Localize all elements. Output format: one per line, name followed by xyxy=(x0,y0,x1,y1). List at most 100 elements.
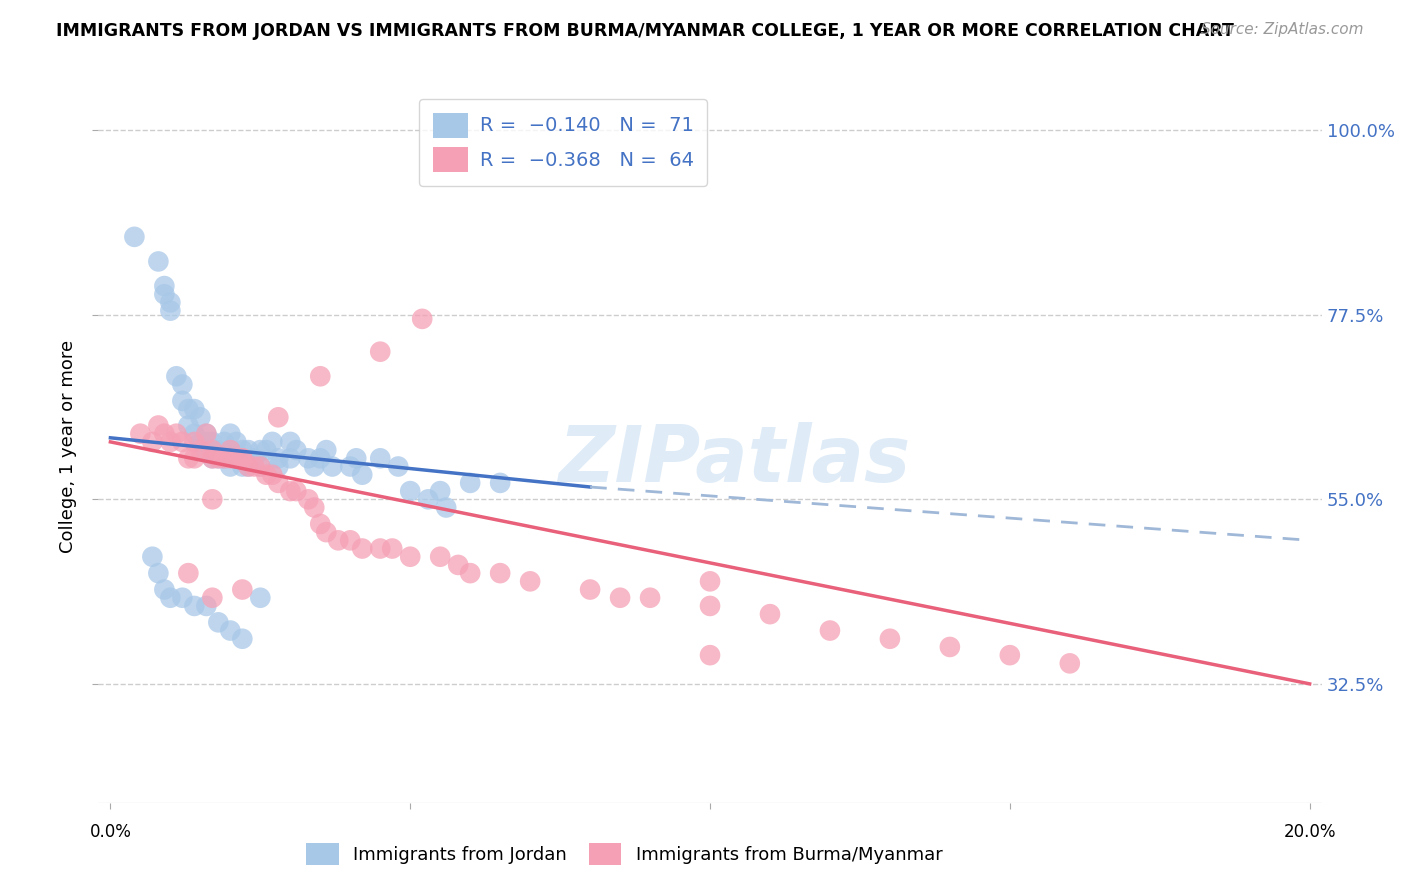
Point xyxy=(238,459,260,474)
Point xyxy=(172,377,194,392)
Point xyxy=(315,443,337,458)
Point xyxy=(159,303,181,318)
Point xyxy=(699,648,721,662)
Point xyxy=(183,426,205,441)
Point xyxy=(177,451,200,466)
Point xyxy=(183,434,205,449)
Point xyxy=(267,410,290,425)
Point xyxy=(304,459,326,474)
Point xyxy=(165,369,187,384)
Point xyxy=(278,484,301,499)
Point xyxy=(188,434,211,449)
Point xyxy=(207,451,229,466)
Point xyxy=(165,426,187,441)
Point xyxy=(339,533,361,548)
Point xyxy=(1059,657,1081,671)
Point xyxy=(153,287,176,301)
Point xyxy=(267,475,290,490)
Point xyxy=(129,426,152,441)
Point xyxy=(638,591,661,605)
Point xyxy=(153,279,176,293)
Point xyxy=(183,402,205,417)
Point xyxy=(207,451,229,466)
Text: ZIPatlas: ZIPatlas xyxy=(558,422,911,499)
Point xyxy=(214,451,236,466)
Text: Source: ZipAtlas.com: Source: ZipAtlas.com xyxy=(1201,22,1364,37)
Point xyxy=(309,451,332,466)
Point xyxy=(219,426,242,441)
Point xyxy=(201,434,224,449)
Point xyxy=(243,451,266,466)
Point xyxy=(195,443,218,458)
Point xyxy=(195,434,218,449)
Point xyxy=(177,566,200,581)
Text: IMMIGRANTS FROM JORDAN VS IMMIGRANTS FROM BURMA/MYANMAR COLLEGE, 1 YEAR OR MORE : IMMIGRANTS FROM JORDAN VS IMMIGRANTS FRO… xyxy=(56,22,1234,40)
Point xyxy=(411,311,433,326)
Point xyxy=(207,443,229,458)
Point xyxy=(458,566,481,581)
Point xyxy=(262,434,284,449)
Point xyxy=(368,541,391,556)
Point xyxy=(759,607,782,622)
Point xyxy=(201,443,224,458)
Point xyxy=(489,566,512,581)
Point xyxy=(153,582,176,597)
Point xyxy=(183,599,205,613)
Point xyxy=(249,459,271,474)
Point xyxy=(195,599,218,613)
Point xyxy=(368,451,391,466)
Point xyxy=(399,484,422,499)
Point xyxy=(429,484,451,499)
Point xyxy=(172,591,194,605)
Point xyxy=(219,443,242,458)
Point xyxy=(159,434,181,449)
Point xyxy=(188,410,211,425)
Point xyxy=(418,492,440,507)
Point xyxy=(219,459,242,474)
Point xyxy=(148,418,170,433)
Point xyxy=(249,459,271,474)
Point xyxy=(214,434,236,449)
Point xyxy=(188,443,211,458)
Text: 20.0%: 20.0% xyxy=(1284,823,1336,841)
Point xyxy=(434,500,457,515)
Point xyxy=(939,640,962,654)
Point xyxy=(177,402,200,417)
Point xyxy=(243,459,266,474)
Point xyxy=(309,369,332,384)
Point xyxy=(254,467,277,482)
Point xyxy=(285,484,308,499)
Point xyxy=(219,443,242,458)
Point xyxy=(447,558,470,572)
Point xyxy=(297,492,319,507)
Point xyxy=(225,434,247,449)
Point xyxy=(219,624,242,638)
Point xyxy=(699,599,721,613)
Point xyxy=(207,615,229,630)
Point xyxy=(172,434,194,449)
Point xyxy=(231,443,253,458)
Point xyxy=(231,459,253,474)
Point xyxy=(249,591,271,605)
Point xyxy=(249,443,271,458)
Point xyxy=(201,451,224,466)
Point xyxy=(339,459,361,474)
Point xyxy=(352,467,374,482)
Text: 0.0%: 0.0% xyxy=(90,823,131,841)
Point xyxy=(214,451,236,466)
Point xyxy=(254,443,277,458)
Point xyxy=(297,451,319,466)
Point xyxy=(285,443,308,458)
Point xyxy=(195,426,218,441)
Point xyxy=(344,451,367,466)
Point xyxy=(201,591,224,605)
Point xyxy=(328,533,350,548)
Point xyxy=(399,549,422,564)
Point xyxy=(177,418,200,433)
Point xyxy=(429,549,451,564)
Point xyxy=(148,566,170,581)
Point xyxy=(579,582,602,597)
Point xyxy=(201,492,224,507)
Point xyxy=(315,525,337,540)
Point xyxy=(262,467,284,482)
